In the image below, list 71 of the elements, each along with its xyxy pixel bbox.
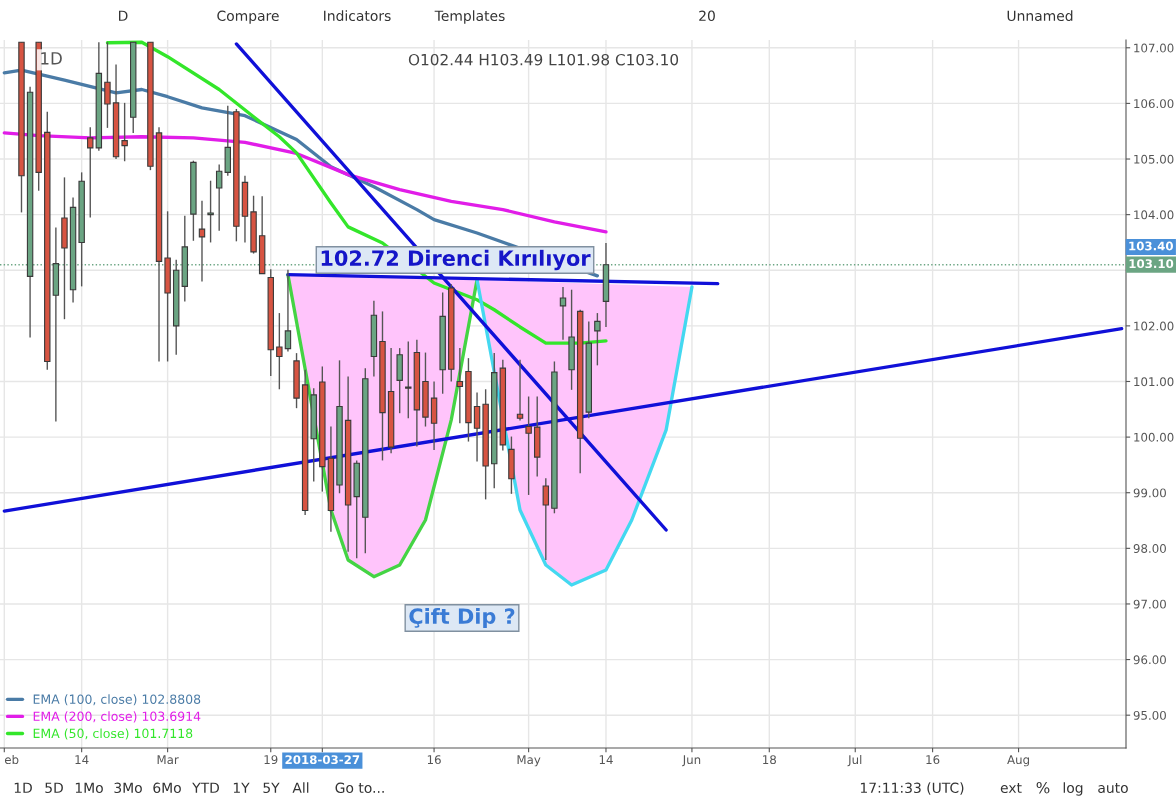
candlestick [542,477,550,561]
annotation: 102.72 Direnci Kırılıyor [321,249,591,271]
text: 1D [41,52,62,65]
x-tick-label: 19 [264,755,278,765]
annotation: O102.44 H103.49 L101.98 C103.10 [408,53,679,66]
text: Compare [217,10,279,24]
x-tick-label: 14 [75,755,89,764]
text: 1Y [233,782,250,793]
y-tick-label: 105.00 [1134,154,1174,164]
candlestick [284,269,292,353]
ref-line-label: 103.10 [1129,259,1174,269]
x-tick-label: 18 [763,755,776,765]
text: 103.40 [1129,241,1173,251]
annotation: Çift Dip ? [409,607,515,629]
legend-label: EMA (100, close) 102.8808 [33,694,201,706]
text: 6Mo [153,782,181,794]
y-tick-label: 106.00 [1134,99,1174,109]
y-tick-label: 95.00 [1133,710,1166,720]
text: 20 [699,10,715,22]
text: YTD [192,782,220,793]
text: All [292,782,309,793]
y-tick-label: 100.00 [1134,432,1174,442]
x-tick-label: 2018-03-27 [285,755,360,765]
text: % [1036,781,1050,794]
x-tick-label: eb [4,754,19,765]
candlestick [525,395,532,496]
x-tick-label: Jul [847,754,862,767]
y-tick-label: 101.00 [1134,377,1174,387]
text: 1Mo [75,782,103,794]
text: auto [1098,783,1128,794]
candlestick [473,391,481,463]
x-tick-label: Mar [157,755,179,765]
text: D [119,10,128,21]
text: Unnamed [1007,10,1073,22]
x-tick-label: 16 [926,755,940,765]
text: log [1063,782,1083,796]
x-tick-label: May [517,755,541,767]
text: Templates [434,10,505,24]
candlestick [215,163,223,232]
x-tick-label: 16 [427,755,441,765]
y-tick-label: 107.00 [1134,43,1174,53]
text: 17:11:33 (UTC) [860,782,964,795]
candlestick [405,340,412,419]
candlestick [87,126,94,219]
text: 1D [14,782,32,793]
text: Go to... [335,782,384,794]
text: Indicators [324,10,391,22]
x-tick-label: Jun [682,755,701,767]
candlestick [121,102,128,162]
candlestick [456,347,464,424]
candlestick [276,312,283,390]
text: 3Mo [114,782,142,794]
x-tick-label: 14 [599,755,613,764]
x-tick-label: Aug [1007,755,1030,767]
candlestick [198,200,206,283]
text: ext [1000,783,1022,794]
candlestick [207,180,214,244]
candlestick [594,312,601,367]
y-tick-label: 98.00 [1133,544,1166,553]
y-tick-label: 97.00 [1133,599,1166,609]
legend-label: EMA (50, close) 101.7118 [33,728,193,740]
candlestick [559,286,567,341]
text: 5D [45,782,63,794]
y-tick-label: 99.00 [1133,488,1166,498]
y-tick-label: 102.00 [1134,321,1174,331]
legend-label: EMA (200, close) 103.6914 [33,711,201,723]
candlestick [104,41,111,129]
y-tick-label: 96.00 [1133,655,1166,665]
candlestick [516,359,524,422]
y-tick-label: 104.00 [1134,210,1174,220]
text: 5Y [263,782,280,794]
